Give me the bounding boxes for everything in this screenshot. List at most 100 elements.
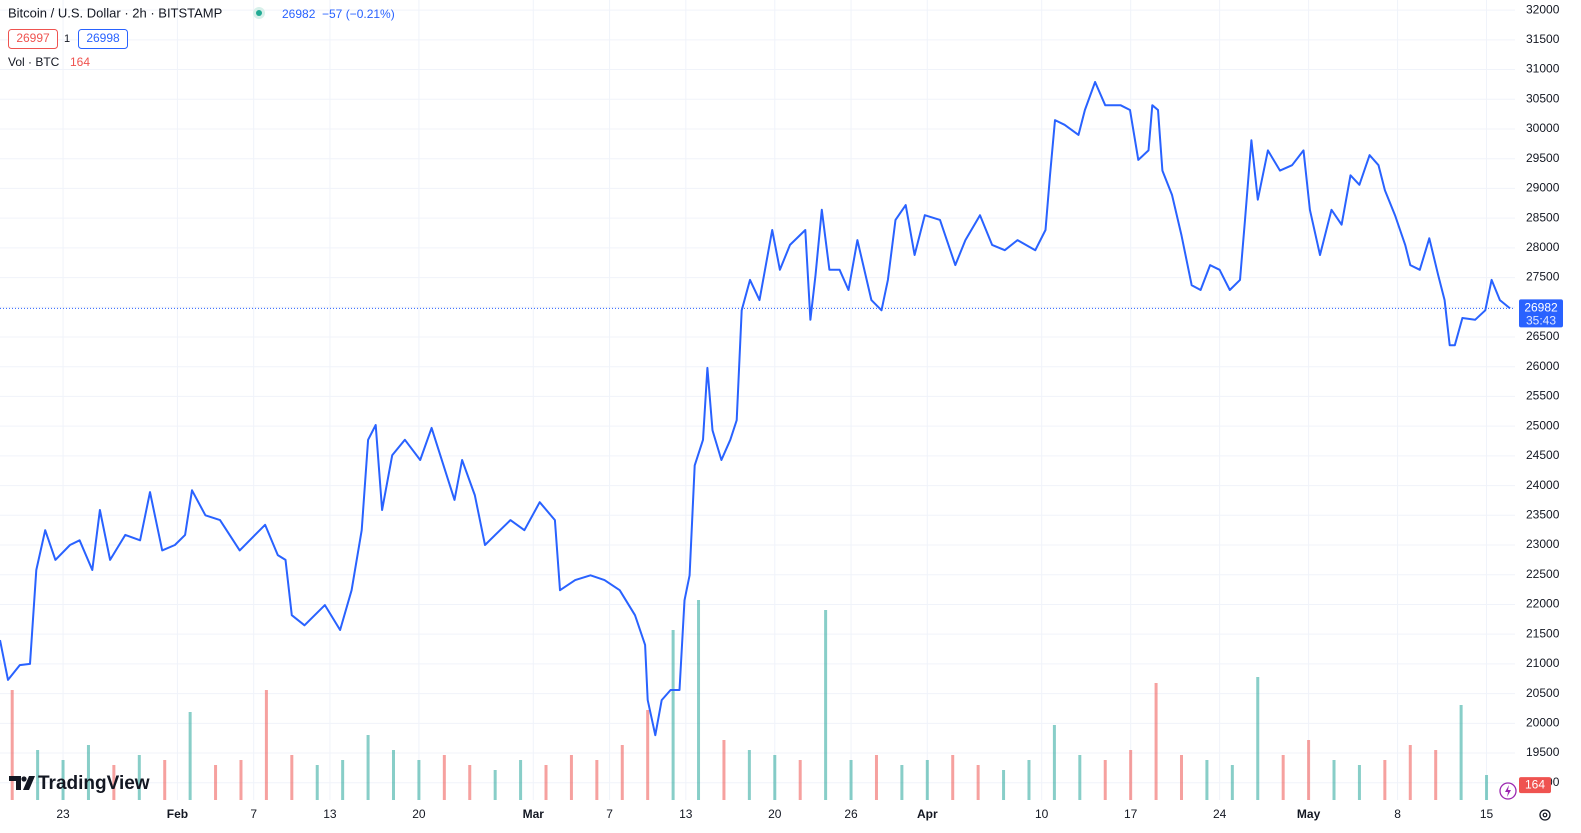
- volume-bar: [1332, 760, 1336, 800]
- sell-button[interactable]: [8, 29, 58, 49]
- settings-icon[interactable]: [1539, 809, 1551, 821]
- volume-bar: [697, 600, 701, 800]
- volume-bar: [1408, 745, 1412, 800]
- logo[interactable]: TradingView: [9, 773, 150, 794]
- y-tick-label: 26000: [1526, 359, 1560, 373]
- volume-bar: [569, 755, 573, 800]
- volume-bar: [519, 760, 523, 800]
- volume-bar: [900, 765, 904, 800]
- y-tick-label: 26500: [1526, 329, 1560, 343]
- volume-bar: [671, 630, 675, 800]
- y-tick-label: 20500: [1526, 686, 1560, 700]
- volume-bar: [1230, 765, 1234, 800]
- volume-bar: [773, 755, 777, 800]
- volume-bar: [214, 765, 218, 800]
- y-tick-label: 22000: [1526, 597, 1560, 611]
- volume-bar: [1205, 760, 1209, 800]
- volume-bar: [1103, 760, 1107, 800]
- volume-bar: [1256, 677, 1260, 800]
- volume-bar: [264, 690, 268, 800]
- volume-bar: [1027, 760, 1031, 800]
- volume-bar: [61, 760, 65, 800]
- y-tick-label: 27500: [1526, 270, 1560, 284]
- volume-bar: [1383, 760, 1387, 800]
- volume-bar: [722, 740, 726, 800]
- volume-bar: [442, 755, 446, 800]
- x-tick-label: 20: [412, 807, 426, 821]
- volume-bar: [1002, 770, 1006, 800]
- volume-bar: [315, 765, 319, 800]
- x-tick-label: 24: [1213, 807, 1227, 821]
- x-tick-label: 23: [56, 807, 70, 821]
- bid-price: 26997: [16, 31, 50, 45]
- volume-bar: [849, 760, 853, 800]
- volume-bar: [620, 745, 624, 800]
- settings-icon-core: [1542, 812, 1548, 818]
- volume-bar: [925, 760, 929, 800]
- volume-bar: [1078, 755, 1082, 800]
- volume-badge: [1519, 777, 1551, 794]
- volume-bar: [1434, 750, 1438, 800]
- volume-bar: [290, 755, 294, 800]
- volume-bar: [188, 712, 192, 800]
- last-price-label: 26982: [1524, 301, 1558, 315]
- x-tick-label: 20: [768, 807, 782, 821]
- y-tick-label: 30000: [1526, 121, 1560, 135]
- y-tick-label: 21000: [1526, 656, 1560, 670]
- volume-badge-label: 164: [1525, 777, 1545, 791]
- x-tick-label: 13: [323, 807, 337, 821]
- y-tick-label: 25000: [1526, 418, 1560, 432]
- x-tick-label: 7: [606, 807, 613, 821]
- header-change: −57 (−0.21%): [322, 7, 395, 21]
- grid: [0, 0, 1515, 800]
- x-tick-label: 10: [1035, 807, 1049, 821]
- volume-bar: [239, 760, 243, 800]
- y-tick-label: 28500: [1526, 210, 1560, 224]
- volume-bar: [341, 760, 345, 800]
- spread: 1: [64, 33, 70, 45]
- x-tick-label: 15: [1480, 807, 1494, 821]
- volume-bar: [874, 755, 878, 800]
- volume-bar: [595, 760, 599, 800]
- x-tick-label: Apr: [917, 807, 938, 821]
- y-tick-label: 23500: [1526, 507, 1560, 521]
- x-tick-label: May: [1297, 807, 1321, 821]
- volume-layer: [10, 600, 1489, 800]
- y-tick-label: 19500: [1526, 745, 1560, 759]
- plot-layer: [0, 81, 1515, 737]
- volume-bar: [824, 610, 828, 800]
- x-tick-label: 26: [844, 807, 858, 821]
- x-tick-label: Mar: [523, 807, 545, 821]
- volume-bar: [36, 750, 40, 800]
- y-tick-label: 23000: [1526, 537, 1560, 551]
- bar-countdown: 35:43: [1526, 314, 1556, 328]
- volume-bar: [1052, 725, 1056, 800]
- volume-bar: [951, 755, 955, 800]
- y-tick-label: 29000: [1526, 181, 1560, 195]
- logo-icon: [9, 776, 35, 790]
- y-tick-label: 24000: [1526, 478, 1560, 492]
- volume-bar: [493, 770, 497, 800]
- x-tick-label: 7: [250, 807, 257, 821]
- y-tick-label: 24500: [1526, 448, 1560, 462]
- buy-button[interactable]: [78, 29, 128, 49]
- time-axis[interactable]: [0, 800, 1581, 833]
- price-axis[interactable]: [1515, 0, 1581, 800]
- y-tick-label: 22500: [1526, 567, 1560, 581]
- x-tick-label: 17: [1124, 807, 1138, 821]
- y-tick-label: 31000: [1526, 62, 1560, 76]
- volume-bar: [112, 765, 116, 800]
- volume-bar: [468, 765, 472, 800]
- volume-bar: [391, 750, 395, 800]
- volume-bar: [798, 760, 802, 800]
- header-price: 26982: [282, 7, 316, 21]
- y-tick-label: 21500: [1526, 626, 1560, 640]
- volume-bar: [86, 745, 90, 800]
- y-tick-label: 32000: [1526, 2, 1560, 16]
- y-tick-label: 29500: [1526, 151, 1560, 165]
- last-price-badge: [1519, 299, 1563, 328]
- volume-bar: [747, 750, 751, 800]
